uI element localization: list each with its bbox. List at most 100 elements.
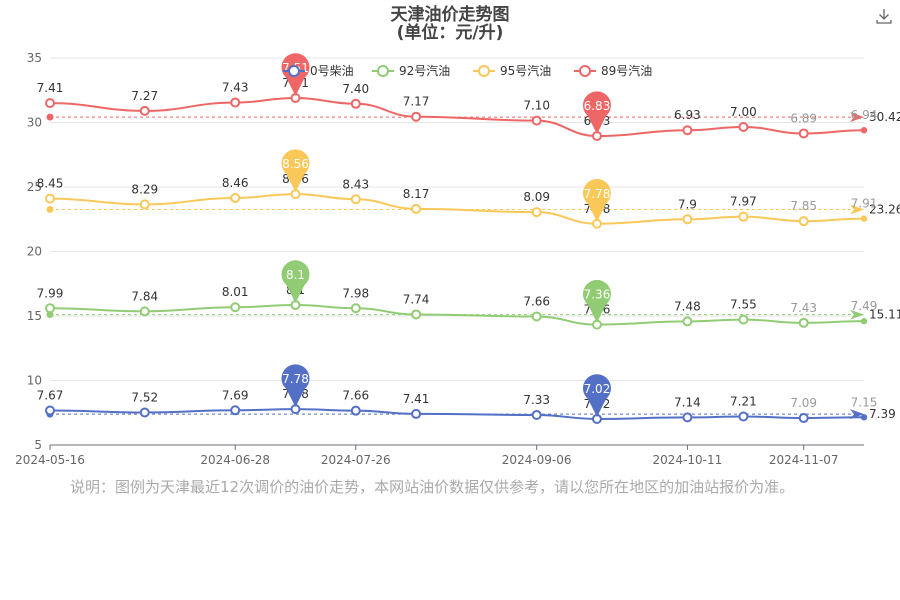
data-label: 7.41 bbox=[403, 392, 430, 406]
grid bbox=[50, 57, 864, 446]
y-tick-label: 35 bbox=[27, 51, 42, 65]
data-label: 7.49 bbox=[851, 299, 878, 313]
data-point[interactable] bbox=[682, 316, 693, 327]
legend-item-2[interactable]: 92号汽油 bbox=[372, 63, 450, 78]
data-point[interactable] bbox=[860, 317, 868, 325]
legend-item-1[interactable]: 0号柴油 bbox=[283, 64, 354, 78]
x-tick-label: 2024-11-07 bbox=[769, 453, 839, 467]
data-point[interactable] bbox=[531, 207, 542, 218]
data-label: 7.66 bbox=[342, 389, 369, 403]
average-label: 30.42 bbox=[869, 110, 900, 124]
data-label: 7.09 bbox=[790, 396, 817, 410]
y-tick-label: 15 bbox=[27, 309, 42, 323]
data-point[interactable] bbox=[531, 115, 542, 126]
legend-marker bbox=[377, 65, 389, 77]
data-label: 7.91 bbox=[851, 197, 878, 211]
data-label: 7.97 bbox=[730, 195, 757, 209]
min-pin bbox=[582, 279, 611, 323]
data-label: 7.17 bbox=[403, 95, 430, 109]
legend-item-3[interactable]: 95号汽油 bbox=[473, 63, 551, 78]
y-tick-label: 30 bbox=[27, 116, 42, 130]
data-point[interactable] bbox=[45, 303, 55, 314]
data-point[interactable] bbox=[682, 214, 693, 225]
y-tick-label: 5 bbox=[34, 438, 42, 452]
data-point[interactable] bbox=[139, 199, 150, 210]
data-label: 8.09 bbox=[523, 190, 550, 204]
legend-marker bbox=[579, 65, 591, 77]
data-point[interactable] bbox=[139, 407, 150, 418]
data-point[interactable] bbox=[531, 311, 542, 322]
data-point[interactable] bbox=[139, 105, 150, 116]
series-3: 23.26 8.45 8.29 8.46 8.56 8.43 8.17 8.09 7.78 7.9… bbox=[37, 149, 900, 229]
data-label: 7.10 bbox=[523, 99, 550, 113]
data-label: 8.01 bbox=[222, 285, 249, 299]
data-point[interactable] bbox=[411, 111, 422, 122]
data-point[interactable] bbox=[45, 405, 55, 416]
data-point[interactable] bbox=[139, 306, 150, 317]
data-point[interactable] bbox=[798, 317, 809, 328]
data-point[interactable] bbox=[798, 128, 809, 139]
data-point[interactable] bbox=[682, 412, 693, 423]
data-label: 7.43 bbox=[222, 81, 249, 95]
data-point[interactable] bbox=[350, 303, 361, 314]
data-point[interactable] bbox=[45, 193, 55, 204]
data-point[interactable] bbox=[411, 309, 422, 320]
data-point[interactable] bbox=[230, 97, 241, 108]
data-point[interactable] bbox=[230, 192, 241, 203]
average-end-arrow bbox=[850, 112, 864, 123]
data-point[interactable] bbox=[350, 98, 361, 109]
x-tick-label: 2024-07-26 bbox=[321, 453, 391, 467]
legend-label: 95号汽油 bbox=[500, 63, 551, 78]
data-point[interactable] bbox=[860, 127, 868, 134]
min-pin-label: 7.78 bbox=[584, 187, 611, 201]
data-label: 8.46 bbox=[222, 176, 249, 190]
data-label: 7.43 bbox=[790, 301, 817, 315]
data-point[interactable] bbox=[411, 203, 422, 214]
min-pin bbox=[582, 179, 611, 222]
max-pin-label: 7.78 bbox=[282, 372, 309, 386]
data-label: 7.74 bbox=[403, 292, 430, 306]
x-tick-label: 2024-05-16 bbox=[15, 453, 85, 467]
data-point[interactable] bbox=[531, 409, 542, 420]
data-label: 7.40 bbox=[342, 82, 369, 96]
data-point[interactable] bbox=[411, 408, 422, 419]
data-point[interactable] bbox=[860, 414, 868, 421]
data-point[interactable] bbox=[230, 302, 241, 313]
series-1: 7.39 7.67 7.52 7.69 7.78 7.66 7.41 7.33 7.02 7.14… bbox=[37, 364, 896, 424]
legend[interactable]: 0号柴油 92号汽油 95号汽油 89号汽油 bbox=[283, 63, 652, 78]
data-label: 7.67 bbox=[37, 389, 64, 403]
data-point[interactable] bbox=[350, 405, 361, 416]
data-point[interactable] bbox=[738, 211, 749, 222]
data-label: 6.89 bbox=[790, 111, 817, 125]
legend-label: 89号汽油 bbox=[601, 63, 652, 78]
min-pin bbox=[582, 91, 611, 135]
chart-subtitle: (单位：元/升) bbox=[397, 22, 504, 43]
data-label: 7.69 bbox=[222, 388, 249, 402]
download-icon[interactable] bbox=[874, 6, 894, 26]
legend-label: 0号柴油 bbox=[310, 64, 354, 78]
data-point[interactable] bbox=[738, 122, 749, 133]
data-point[interactable] bbox=[798, 413, 809, 424]
data-label: 7.85 bbox=[790, 199, 817, 213]
data-point[interactable] bbox=[45, 98, 55, 109]
x-tick-label: 2024-06-28 bbox=[200, 453, 270, 467]
series-2: 15.11 7.99 7.84 8.01 8.1 7.98 7.74 7.66 7.36 7.48… bbox=[37, 260, 900, 330]
data-label: 7.41 bbox=[37, 81, 64, 95]
data-label: 7.15 bbox=[851, 395, 878, 409]
data-point[interactable] bbox=[230, 405, 241, 416]
y-tick-label: 20 bbox=[27, 245, 42, 259]
data-point[interactable] bbox=[682, 125, 693, 136]
min-pin-label: 7.36 bbox=[584, 288, 611, 302]
data-label: 8.17 bbox=[403, 187, 430, 201]
data-point[interactable] bbox=[350, 194, 361, 205]
data-point[interactable] bbox=[798, 216, 809, 227]
average-start-marker bbox=[46, 113, 54, 121]
min-pin-label: 6.83 bbox=[584, 99, 611, 113]
max-pin bbox=[281, 364, 310, 408]
data-label: 7.52 bbox=[131, 390, 158, 404]
data-point[interactable] bbox=[860, 215, 868, 222]
data-point[interactable] bbox=[738, 411, 749, 422]
average-label: 23.26 bbox=[869, 202, 900, 216]
legend-item-4[interactable]: 89号汽油 bbox=[574, 63, 652, 78]
data-point[interactable] bbox=[738, 314, 749, 325]
